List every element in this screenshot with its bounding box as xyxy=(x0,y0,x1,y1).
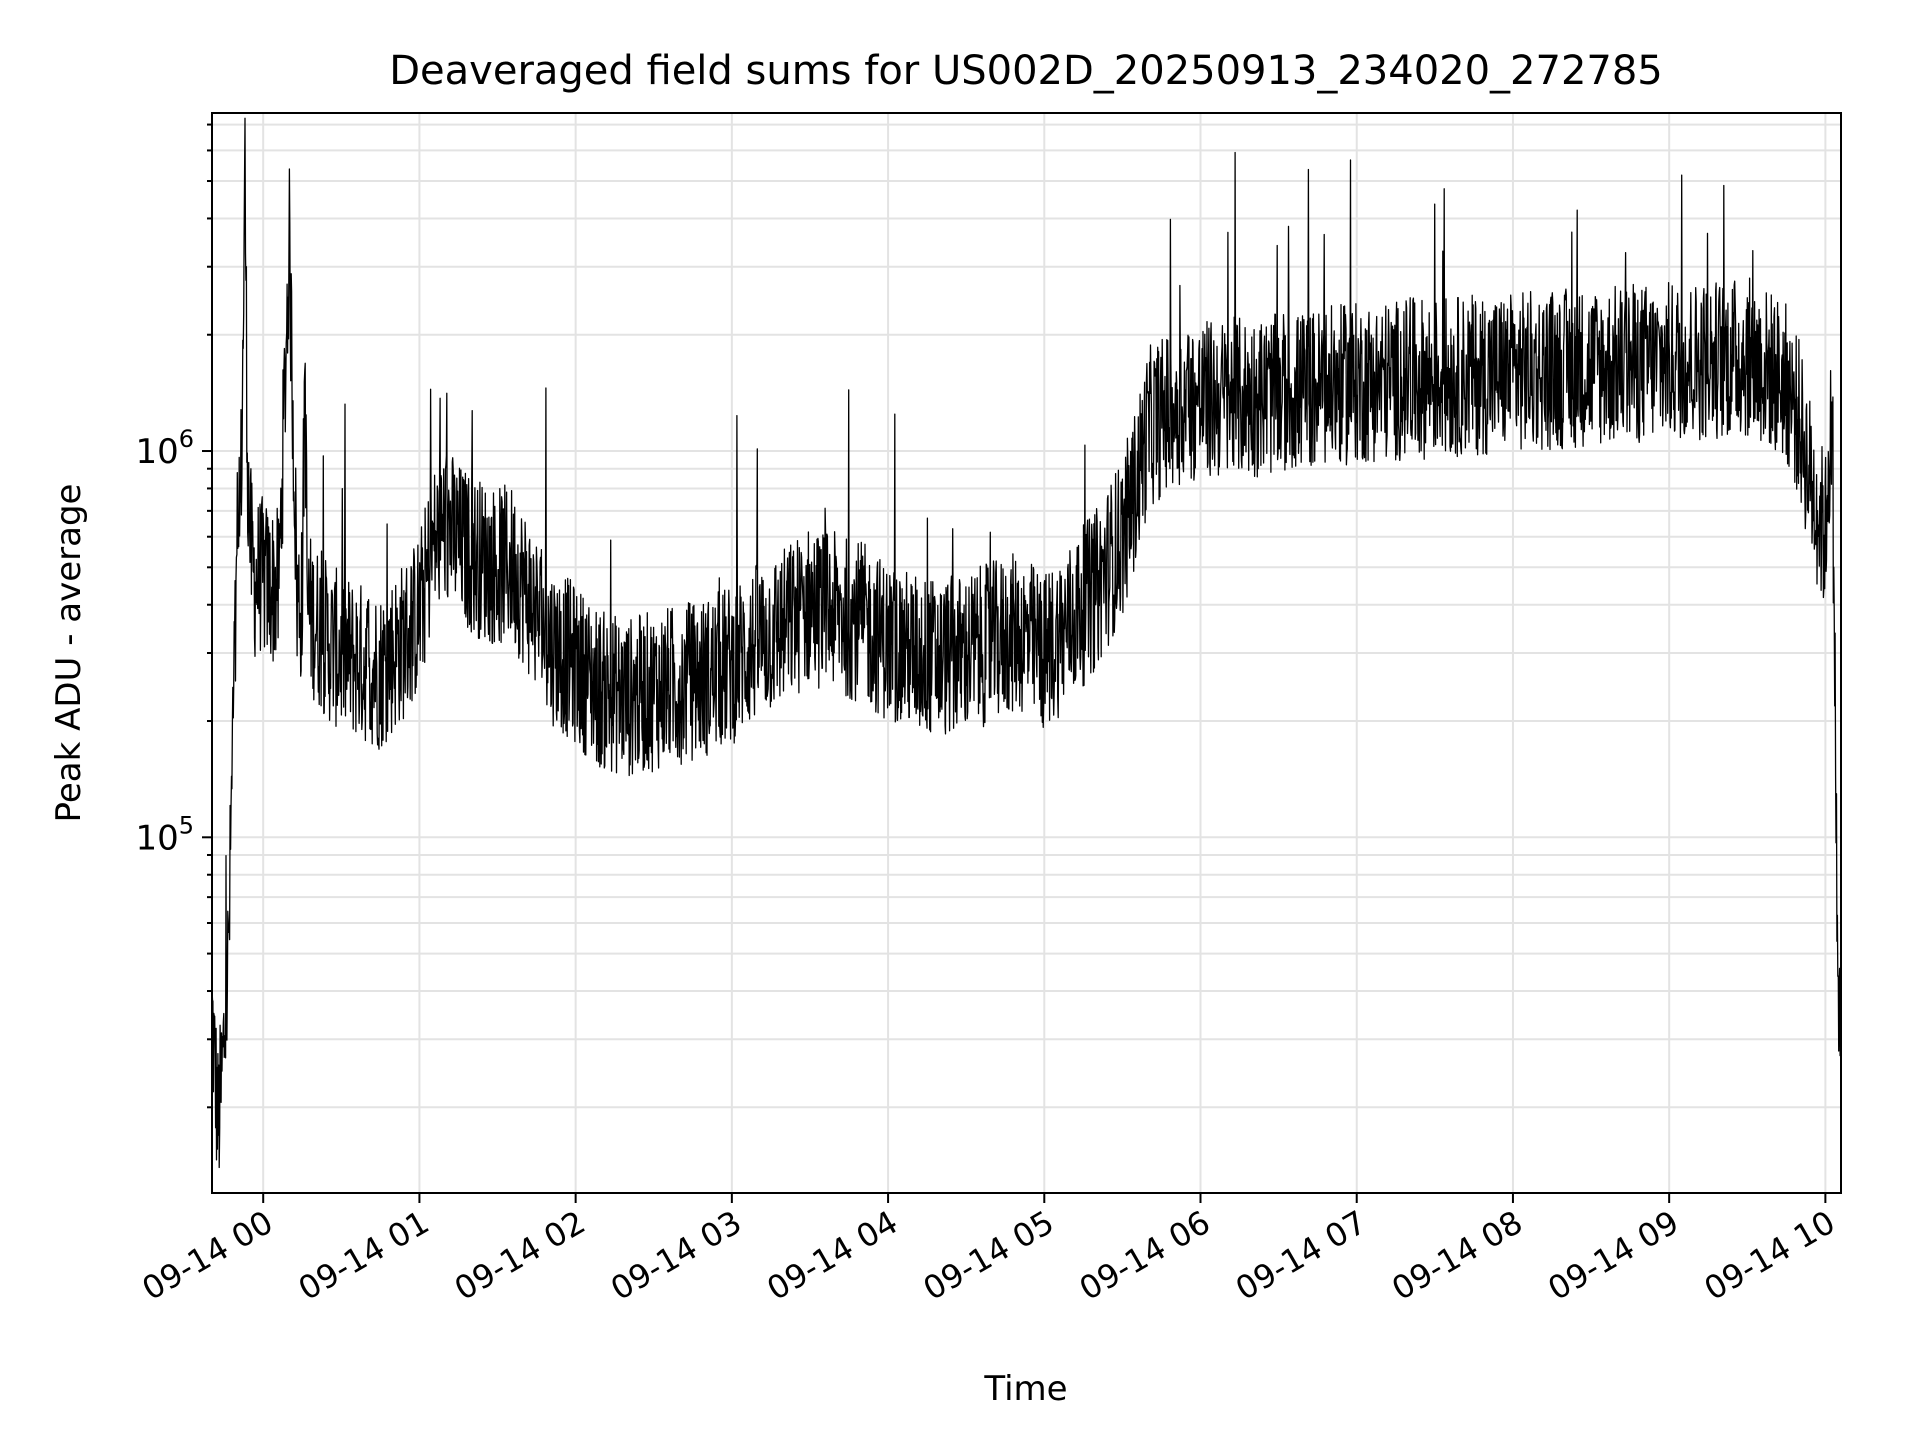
y-tick-label-exponent: 6 xyxy=(179,425,194,453)
y-tick-label-exponent: 5 xyxy=(179,811,194,839)
series-line xyxy=(211,117,1842,1169)
y-tick-label: 106 xyxy=(135,425,194,472)
y-tick-label: 105 xyxy=(135,811,194,858)
chart-title: Deaveraged field sums for US002D_2025091… xyxy=(389,48,1663,94)
y-tick-label-base: 10 xyxy=(135,432,178,472)
x-axis-label: Time xyxy=(983,1369,1067,1409)
grid-layer xyxy=(212,113,1841,1193)
y-axis-label: Peak ADU - average xyxy=(49,484,89,823)
series-layer xyxy=(211,117,1842,1169)
y-tick-label-base: 10 xyxy=(135,818,178,858)
